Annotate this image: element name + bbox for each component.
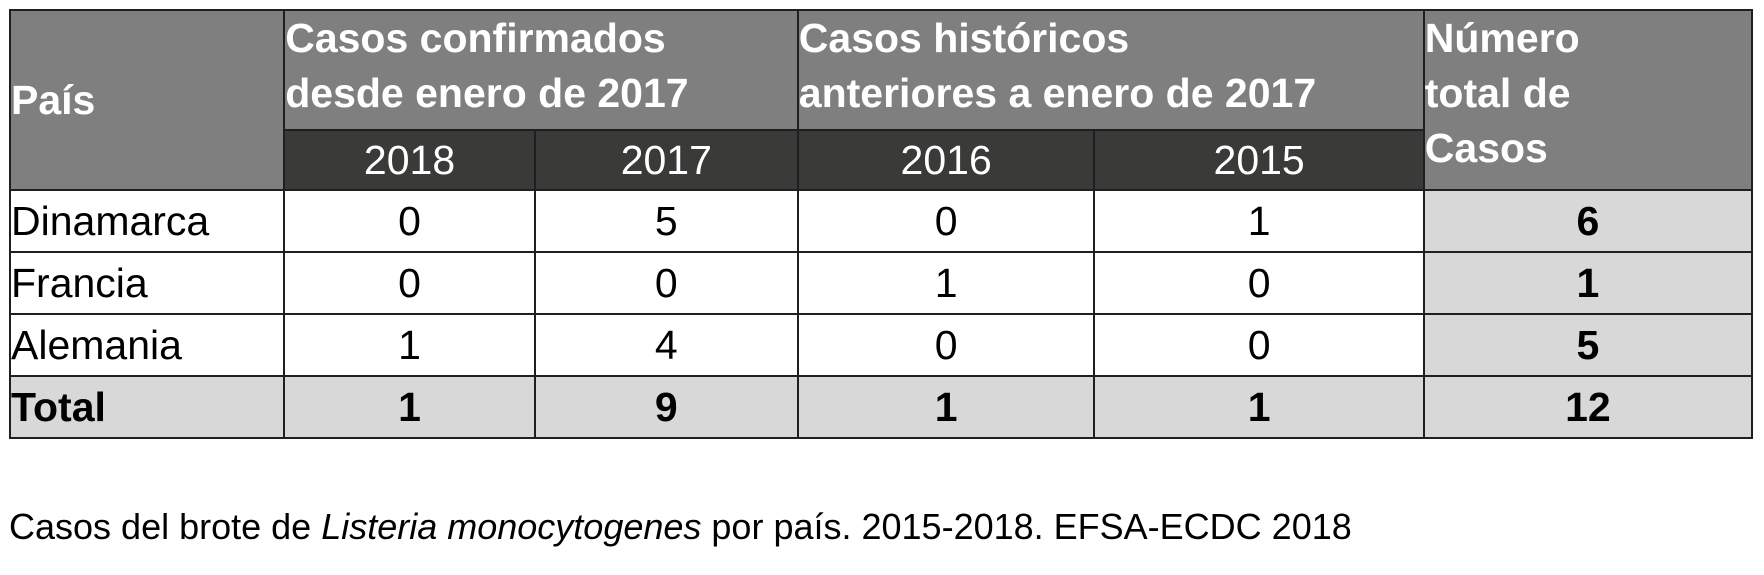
total-label-cell: Total — [8, 375, 286, 439]
country-cell: Alemania — [8, 313, 286, 377]
historic-cases-header-line: Casos históricos — [798, 15, 1130, 61]
table-row: Alemania 1 4 0 0 5 — [8, 313, 1754, 377]
value-cell: 1 — [796, 251, 1096, 315]
confirmed-cases-header: Casos confirmados desde enero de 2017 — [283, 9, 799, 131]
historic-cases-header-line: anteriores a enero de 2017 — [798, 70, 1317, 116]
caption-text-before: Casos del brote de — [9, 506, 322, 547]
row-total-cell: 5 — [1422, 313, 1754, 377]
year-header-2017: 2017 — [533, 129, 799, 191]
historic-cases-header: Casos históricos anteriores a enero de 2… — [796, 9, 1425, 131]
year-header-row: 2018 2017 2016 2015 — [10, 129, 1752, 191]
value-cell: 4 — [533, 313, 799, 377]
header-row: País Casos confirmados desde enero de 20… — [8, 9, 1754, 191]
value-cell: 0 — [1093, 251, 1425, 315]
total-cases-header-line: total de — [1424, 70, 1571, 116]
caption-text-after: por país. 2015-2018. EFSA-ECDC 2018 — [701, 506, 1352, 547]
total-value-cell: 1 — [283, 375, 536, 439]
country-cell: Francia — [8, 251, 286, 315]
table-caption: Casos del brote de Listeria monocytogene… — [9, 505, 1352, 549]
total-cases-header-line: Número — [1424, 15, 1580, 61]
value-cell: 0 — [1093, 313, 1425, 377]
cases-table: País Casos confirmados desde enero de 20… — [8, 9, 1754, 439]
year-header-2015: 2015 — [1093, 129, 1425, 191]
year-header-2016: 2016 — [796, 129, 1096, 191]
value-cell: 0 — [283, 251, 536, 315]
value-cell: 0 — [796, 313, 1096, 377]
total-cases-header-line: Casos — [1424, 125, 1548, 171]
value-cell: 5 — [533, 189, 799, 253]
value-cell: 1 — [283, 313, 536, 377]
table-row: Francia 0 0 1 0 1 — [8, 251, 1754, 315]
total-cases-header: Número total de Casos — [1422, 9, 1754, 191]
value-cell: 1 — [1093, 189, 1425, 253]
total-value-cell: 9 — [533, 375, 799, 439]
confirmed-cases-header-line: desde enero de 2017 — [285, 70, 689, 116]
value-cell: 0 — [533, 251, 799, 315]
grand-total-cell: 12 — [1422, 375, 1754, 439]
table-row: Dinamarca 0 5 0 1 6 — [8, 189, 1754, 253]
value-cell: 0 — [283, 189, 536, 253]
row-total-cell: 6 — [1422, 189, 1754, 253]
value-cell: 0 — [796, 189, 1096, 253]
total-row: Total 1 9 1 1 12 — [8, 375, 1754, 439]
year-header-2018: 2018 — [283, 129, 536, 191]
caption-species: Listeria monocytogenes — [321, 506, 702, 547]
confirmed-cases-header-line: Casos confirmados — [285, 15, 666, 61]
total-value-cell: 1 — [796, 375, 1096, 439]
country-cell: Dinamarca — [8, 189, 286, 253]
total-value-cell: 1 — [1093, 375, 1425, 439]
country-header: País — [8, 9, 286, 191]
row-total-cell: 1 — [1422, 251, 1754, 315]
